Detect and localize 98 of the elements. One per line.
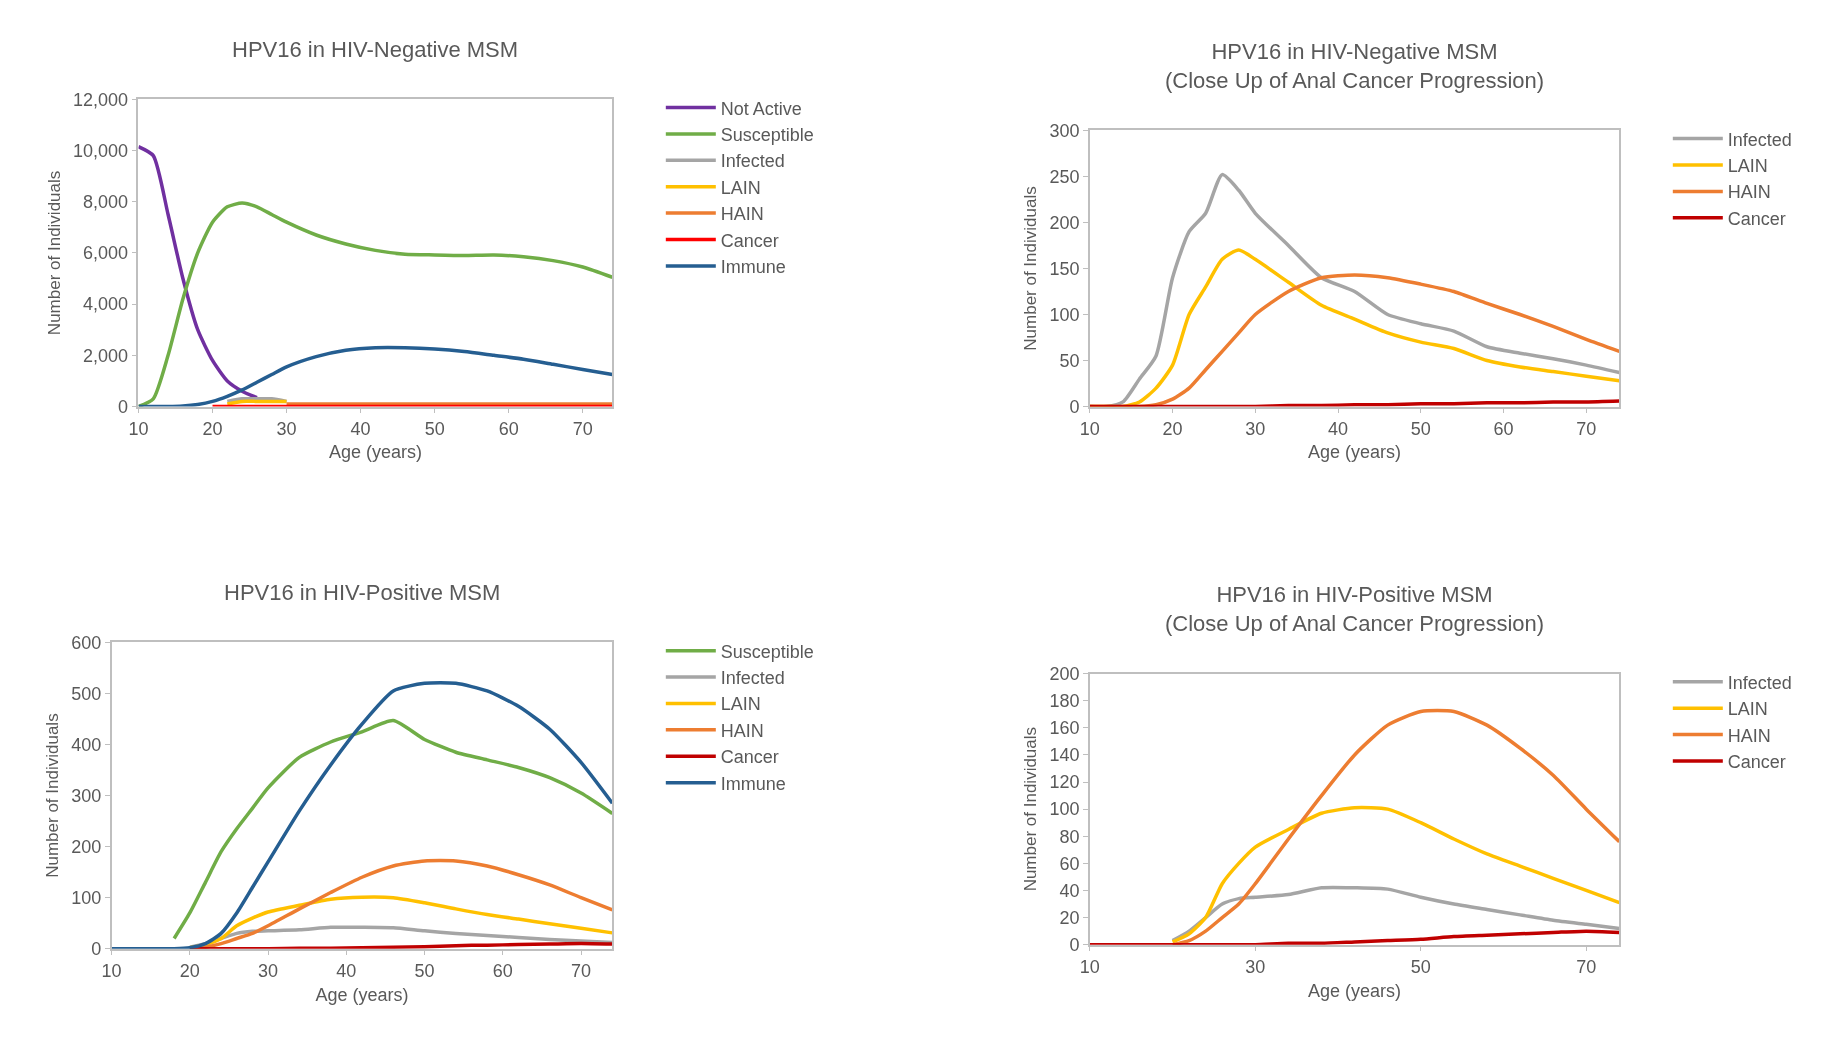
line-series: [138, 201, 613, 407]
legend-label: HAIN: [720, 204, 764, 225]
legend-label: LAIN: [1727, 699, 1768, 720]
y-tick-label: 60: [1059, 853, 1080, 874]
y-tick-label: 12,000: [73, 89, 129, 110]
y-tick-label: 0: [91, 939, 102, 959]
x-tick-label: 40: [1328, 418, 1349, 439]
y-tick-label: 100: [71, 887, 102, 908]
y-tick-label: 300: [1049, 120, 1080, 141]
y-tick-label: 200: [1049, 663, 1080, 684]
x-tick-label: 60: [1493, 418, 1514, 439]
x-tick-label: 10: [128, 418, 149, 439]
line-series: [111, 681, 613, 949]
y-axis-title: Number of Individuals: [1021, 726, 1041, 892]
x-tick-label: 50: [1410, 957, 1431, 978]
chart-title: HPV16 in HIV-Positive MSM (Close Up of Anal Cancer Progression): [1165, 582, 1545, 636]
legend-label: Cancer: [720, 230, 779, 251]
x-tick-label: 30: [1245, 418, 1266, 439]
x-tick-label: 50: [1410, 418, 1431, 439]
y-tick-label: 120: [1049, 772, 1080, 793]
line-series: [172, 718, 613, 941]
y-axis-title: Number of Individuals: [45, 170, 65, 336]
y-tick-label: 80: [1059, 826, 1080, 847]
legend-label: Immune: [720, 256, 786, 277]
y-tick-label: 0: [1069, 934, 1080, 955]
x-tick-label: 10: [1079, 418, 1100, 439]
legend-label: LAIN: [720, 694, 761, 715]
y-tick-label: 6,000: [83, 243, 129, 264]
y-tick-label: 8,000: [83, 192, 129, 213]
legend-label: HAIN: [720, 720, 764, 741]
legend-label: Infected: [1727, 672, 1792, 693]
legend-label: Cancer: [1727, 751, 1786, 772]
y-tick-label: 200: [71, 836, 102, 857]
line-series: [1170, 885, 1620, 943]
x-tick-label: 70: [571, 961, 592, 982]
line-series: [138, 345, 613, 407]
y-tick-label: 600: [71, 632, 102, 653]
y-tick-label: 4,000: [83, 294, 129, 315]
legend-label: Cancer: [1727, 208, 1786, 229]
y-tick-label: 140: [1049, 745, 1080, 766]
y-tick-label: 100: [1049, 304, 1080, 325]
x-tick-label: 30: [1245, 957, 1266, 978]
y-tick-label: 2,000: [83, 345, 129, 366]
x-tick-label: 70: [1576, 957, 1597, 978]
x-tick-label: 50: [424, 418, 445, 439]
y-tick-label: 40: [1059, 880, 1080, 901]
y-tick-label: 200: [1049, 212, 1080, 233]
y-tick-label: 150: [1049, 258, 1080, 279]
y-tick-label: 10,000: [73, 140, 129, 161]
y-tick-label: 20: [1059, 907, 1080, 928]
chart-title: HPV16 in HIV-Positive MSM: [224, 580, 501, 605]
chart-title: HPV16 in HIV-Negative MSM: [232, 37, 519, 62]
x-tick-label: 20: [179, 961, 200, 982]
x-axis-title: Age (years): [1308, 980, 1402, 1001]
legend-label: HAIN: [1727, 725, 1771, 746]
x-tick-label: 20: [202, 418, 223, 439]
y-tick-label: 180: [1049, 691, 1080, 712]
y-tick-label: 0: [1069, 396, 1080, 417]
y-tick-label: 50: [1059, 350, 1080, 371]
x-axis-title: Age (years): [328, 442, 422, 463]
x-tick-label: 60: [492, 961, 513, 982]
x-tick-label: 70: [1576, 418, 1597, 439]
legend-label: Infected: [720, 668, 785, 689]
legend-label: LAIN: [1727, 156, 1768, 177]
x-tick-label: 60: [498, 418, 519, 439]
legend-label: Immune: [720, 773, 786, 794]
x-tick-label: 10: [101, 961, 122, 982]
y-axis-title: Number of Individuals: [1021, 186, 1041, 351]
legend-label: HAIN: [1727, 182, 1771, 203]
line-series: [1170, 805, 1620, 944]
x-tick-label: 50: [414, 961, 435, 982]
x-axis-title: Age (years): [1308, 442, 1402, 463]
y-tick-label: 100: [1049, 799, 1080, 820]
x-tick-label: 30: [258, 961, 279, 982]
legend-label: Infected: [720, 151, 785, 172]
x-tick-label: 20: [1162, 418, 1183, 439]
legend-label: Susceptible: [720, 124, 814, 145]
x-tick-label: 70: [572, 418, 593, 439]
line-series: [1089, 929, 1620, 945]
chart-title: HPV16 in HIV-Negative MSM (Close Up of Anal Cancer Progression): [1165, 39, 1545, 93]
y-tick-label: 300: [71, 785, 102, 806]
y-tick-label: 500: [71, 683, 102, 704]
y-tick-label: 250: [1049, 166, 1080, 187]
y-tick-label: 0: [118, 396, 129, 417]
legend-label: Susceptible: [720, 641, 814, 662]
x-tick-label: 40: [350, 418, 371, 439]
legend-label: Not Active: [720, 98, 802, 119]
x-axis-title: Age (years): [315, 984, 409, 1005]
x-tick-label: 10: [1079, 957, 1100, 978]
legend-label: Cancer: [720, 747, 779, 768]
legend-label: Infected: [1727, 129, 1792, 150]
legend-label: LAIN: [720, 177, 761, 198]
y-tick-label: 160: [1049, 718, 1080, 739]
y-tick-label: 400: [71, 734, 102, 755]
x-tick-label: 40: [336, 961, 357, 982]
x-tick-label: 30: [276, 418, 297, 439]
y-axis-title: Number of Individuals: [43, 713, 63, 878]
line-series: [138, 144, 259, 400]
